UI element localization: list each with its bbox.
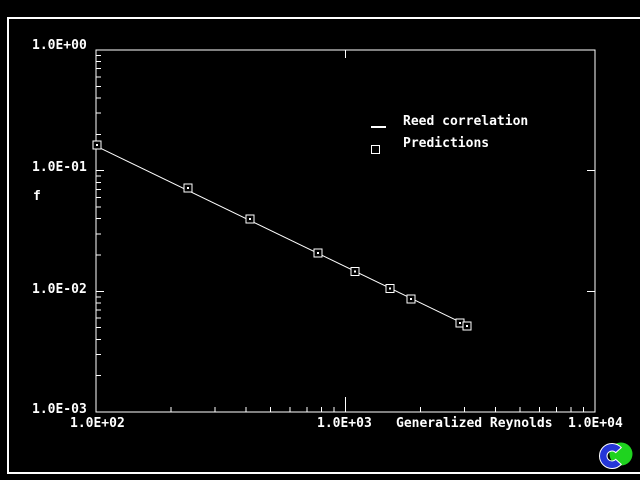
y-tick-label: 1.0E-02: [32, 282, 87, 297]
y-tick-label: 1.0E-03: [32, 402, 87, 417]
x-tick-label: 1.0E+04: [568, 416, 623, 431]
y-axis-title: f: [33, 189, 41, 204]
legend-square-marker-icon: [371, 145, 380, 154]
y-tick-label: 1.0E-01: [32, 160, 87, 175]
x-tick-label: 1.0E+03: [317, 416, 372, 431]
legend-label-reed-correlation: Reed correlation: [403, 114, 529, 129]
x-tick-label: 1.0E+02: [70, 416, 125, 431]
y-tick-label: 1.0E+00: [32, 38, 87, 53]
comet-logo-icon[interactable]: [599, 438, 635, 474]
legend-label-predictions: Predictions: [403, 136, 490, 151]
window-frame: [7, 17, 640, 474]
x-axis-title: Generalized Reynolds: [396, 416, 553, 431]
legend-line-sample-icon: [371, 126, 386, 128]
